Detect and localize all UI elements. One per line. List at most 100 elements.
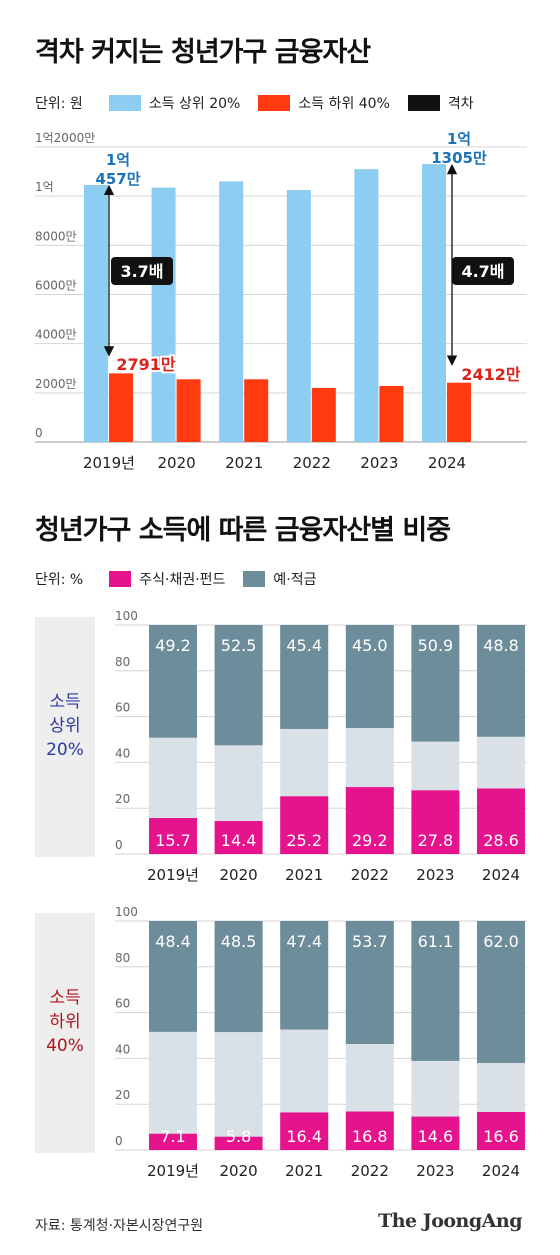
chart2-xtick-label: 2019년 [147, 866, 199, 884]
chart1-xtick-label: 2019년 [83, 454, 135, 472]
group-label-line: 소득 [49, 988, 80, 1008]
chart1-title: 격차 커지는 청년가구 금융자산 [35, 37, 371, 68]
chart1-xtick-label: 2024 [428, 454, 466, 472]
bar-bottom40 [176, 379, 201, 442]
chart1-xtick-label: 2022 [293, 454, 331, 472]
deposit-value-label: 49.2 [155, 636, 191, 655]
bar-stock [477, 1111, 525, 1150]
deposit-value-label: 62.0 [483, 932, 519, 951]
chart2-xtick-label: 2024 [482, 1162, 520, 1180]
group-label-line: 20% [46, 740, 84, 760]
callout-top-2024-line1: 1억 [447, 130, 471, 148]
legend-label-gap: 격차 [447, 96, 474, 112]
chart2-xtick-label: 2022 [351, 866, 389, 884]
chart2-ytick-label: 20 [115, 1088, 130, 1102]
chart2-xtick-label: 2021 [285, 1162, 323, 1180]
gap-label-2024: 4.7배 [461, 262, 504, 281]
bar-deposit [345, 921, 394, 1044]
legend-label-bottom40: 소득 하위 40% [298, 96, 390, 112]
group-label-line: 소득 [49, 692, 80, 712]
chart1-ytick-label: 6000만 [35, 279, 77, 293]
chart2-ytick-label: 60 [115, 701, 130, 715]
stock-value-label: 14.6 [418, 1127, 454, 1146]
chart2-ytick-label: 40 [115, 746, 130, 760]
chart2-xtick-label: 2021 [285, 866, 323, 884]
legend-item-deposit: 예·적금 [243, 569, 317, 589]
legend-label-stock: 주식·채권·펀드 [139, 572, 226, 588]
bar-deposit [411, 625, 460, 742]
chart2-xtick-label: 2019년 [147, 1162, 199, 1180]
bar-bottom40 [109, 373, 133, 442]
bar-stock [149, 1133, 197, 1150]
chart1-svg: 0 2000만 4000만 6000만 8000만 1억 1억2000만 2019년 2020 2… [35, 130, 527, 472]
gap-badge-2019 [111, 257, 173, 285]
chart1-ytick-label: 1억 [35, 180, 54, 194]
bar-deposit [214, 625, 263, 746]
deposit-value-label: 48.4 [155, 932, 191, 951]
stock-value-label: 16.6 [483, 1127, 519, 1146]
chart2-ytick-label: 20 [115, 792, 130, 806]
bar-deposit [411, 921, 460, 1061]
stock-value-label: 5.8 [226, 1127, 251, 1146]
group-label-line: 하위 [49, 1012, 80, 1032]
bar-top20 [422, 164, 446, 442]
chart1-ytick-label: 1억2000만 [35, 131, 95, 145]
legend-swatch-top20 [108, 95, 141, 111]
callout-top-2024-line2: 1305만 [431, 149, 487, 167]
legend-swatch-bottom40 [258, 95, 291, 111]
bar-stock [411, 790, 460, 854]
chart1-ytick-label: 8000만 [35, 229, 77, 243]
callout-top-2019-line1: 1억 [106, 151, 130, 169]
deposit-value-label: 61.1 [418, 932, 454, 951]
chart2-unit: 단위: % [35, 572, 84, 588]
bar-top20 [84, 184, 108, 443]
publisher-logo: The JoongAng [378, 1210, 522, 1232]
stock-value-label: 14.4 [221, 831, 257, 850]
chart2-ytick-label: 60 [115, 997, 130, 1011]
deposit-value-label: 52.5 [221, 636, 257, 655]
group-panel-bg [35, 913, 95, 1153]
chart2-ytick-label: 80 [115, 951, 130, 965]
group-label-line: 상위 [49, 716, 80, 736]
stock-value-label: 29.2 [352, 831, 388, 850]
callout-bottom-2019: 2791만 [116, 355, 176, 374]
gap-label-2019: 3.7배 [120, 262, 163, 281]
chart1-xtick-label: 2021 [225, 454, 263, 472]
bar-deposit [149, 921, 197, 1032]
bar-stock [280, 1112, 329, 1150]
stock-value-label: 28.6 [483, 831, 519, 850]
chart1-ytick-label: 4000만 [35, 328, 77, 342]
chart2-ytick-label: 40 [115, 1042, 130, 1056]
chart2-title: 청년가구 소득에 따른 금융자산별 비중 [35, 515, 451, 546]
bar-bottom40 [379, 385, 404, 442]
deposit-value-label: 50.9 [418, 636, 454, 655]
bar-deposit [477, 625, 525, 737]
chart1-xtick-label: 2023 [360, 454, 398, 472]
bar-deposit [280, 625, 329, 729]
bar-deposit [149, 625, 197, 738]
deposit-value-label: 47.4 [286, 932, 322, 951]
chart2-xtick-label: 2024 [482, 866, 520, 884]
legend-item-gap: 격차 [407, 93, 474, 113]
stock-value-label: 25.2 [286, 831, 322, 850]
bar-top20 [219, 181, 244, 442]
chart1-ytick-label: 2000만 [35, 377, 77, 391]
bar-stock [477, 788, 525, 854]
bar-stock [214, 821, 263, 854]
group-panel-bg [35, 617, 95, 857]
chart2-ytick-label: 80 [115, 655, 130, 669]
legend-label-deposit: 예·적금 [273, 572, 317, 588]
deposit-value-label: 45.4 [286, 636, 322, 655]
stock-value-label: 27.8 [418, 831, 454, 850]
chart1-unit: 단위: 원 [35, 96, 83, 112]
deposit-value-label: 48.5 [221, 932, 257, 951]
chart1-xtick-label: 2020 [158, 454, 196, 472]
deposit-value-label: 53.7 [352, 932, 388, 951]
legend-label-top20: 소득 상위 20% [148, 96, 241, 112]
stock-value-label: 16.8 [352, 1127, 388, 1146]
callout-top-2019-line2: 457만 [95, 170, 140, 188]
bar-stock [345, 787, 394, 854]
chart2-svg: 소득상위20%02040608010049.215.72019년52.514.4… [35, 609, 527, 1180]
legend-item-top20: 소득 상위 20% [108, 93, 241, 113]
bar-top20 [151, 187, 176, 442]
